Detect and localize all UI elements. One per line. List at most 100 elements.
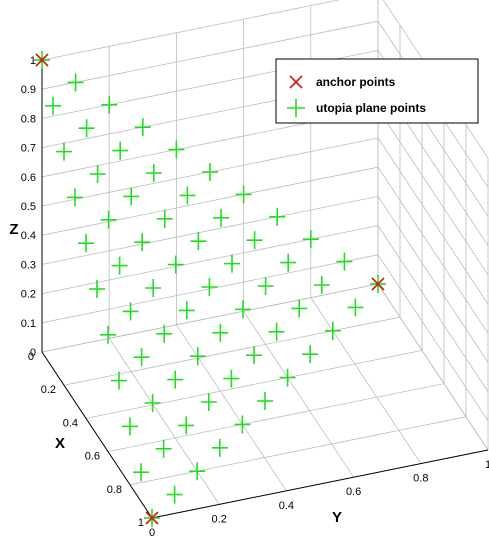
back-wall-grid-line [41,225,379,294]
side-wall-grid-line [377,196,489,363]
side-wall-grid-line [377,283,489,451]
legend-anchor-label: anchor points [316,75,396,89]
legend-box [275,58,479,124]
z-tick-label: 1 [30,55,36,67]
x-tick-label: 0 [28,351,34,363]
utopia-point [167,255,184,274]
back-wall-grid-line [41,196,379,265]
utopia-point [213,208,229,227]
utopia-point [313,276,330,294]
utopia-point [100,325,116,344]
utopia-point [178,301,195,320]
z-tick-label: 0.4 [21,230,36,242]
utopia-point [280,253,297,272]
utopia-point [78,234,94,253]
y-tick-label: 0 [149,527,155,539]
x-tick-label: 0.2 [41,384,56,396]
utopia-point [144,394,161,412]
x-tick-label: 1 [138,517,144,529]
utopia-point [122,302,139,321]
chart-legend: anchor points utopia plane points [275,58,479,124]
back-wall-grid-line [41,283,379,353]
utopia-point [200,393,217,411]
z-tick-label: 0.3 [21,259,36,271]
utopia-point [201,278,218,296]
utopia-point [101,95,118,114]
z-tick-label: 0.2 [21,289,36,301]
x-axis-label: X [55,435,65,452]
utopia-point [67,188,83,207]
utopia-point [89,165,106,183]
utopia-point [246,346,262,365]
y-tick-label: 0.6 [346,486,361,498]
utopia-point [190,232,207,251]
anchor-point [371,277,385,291]
utopia-point [145,279,162,297]
y-axis-line [151,449,489,519]
utopia-point [155,439,172,458]
back-wall-grid-line [41,0,341,61]
utopia-point [111,256,128,275]
chart-grid [41,0,489,519]
z-tick-label: 0.8 [21,113,36,125]
utopia-point [123,187,140,206]
utopia-point [234,415,251,434]
utopia-point [168,140,185,159]
utopia-point [257,392,273,410]
utopia-point [166,485,183,504]
utopia-point [111,371,127,390]
utopia-point [179,186,196,205]
utopia-point [246,231,263,250]
utopia-point [134,118,151,137]
chart-axis-labels: X Y Z [9,221,342,526]
z-tick-label: 0.7 [21,143,36,155]
floor-grid-line [85,350,423,419]
utopia-point [279,368,296,387]
utopia-point [156,324,173,343]
utopia-point [45,96,61,115]
y-tick-label: 1 [485,459,489,471]
utopia-point [324,321,341,340]
chart-tick-labels: 00.20.40.60.8100.20.40.60.8100.10.20.30.… [21,55,489,539]
utopia-point [133,463,149,482]
utopia-point [302,345,319,364]
z-tick-label: 0.5 [21,201,36,213]
utopia-point [302,230,319,249]
utopia-point [78,119,95,138]
floor-grid-line [108,338,220,505]
side-wall-grid-line [377,254,489,422]
floor-grid-line [176,324,287,492]
floor-grid-line [63,316,401,386]
utopia-point [156,209,173,228]
y-tick-label: 0.4 [279,500,294,512]
anchor-point [35,53,49,67]
utopia-point [189,347,206,366]
utopia-point [291,299,308,318]
utopia-point [167,370,184,389]
z-tick-label: 0.9 [21,84,36,96]
utopia-point [67,73,84,92]
side-wall-grid-line [377,108,489,276]
floor-grid-line [243,310,354,478]
utopia-point [134,233,151,252]
floor-grid-line [107,383,445,452]
z-tick-label: 0.6 [21,172,36,184]
utopia-point [268,322,285,341]
utopia-point [269,207,286,226]
z-axis-label: Z [9,221,18,238]
floor-grid-line [129,416,467,486]
legend-utopia-marker [287,99,305,117]
legend-utopia-label: utopia plane points [316,101,426,115]
utopia-point [235,300,251,319]
side-wall-grid-line [377,225,489,392]
z-tick-label: 0.1 [21,318,36,330]
utopia-point [212,323,229,342]
utopia-point [211,438,228,457]
utopia-point [189,462,206,481]
anchor-point [145,511,159,525]
utopia-point [257,277,274,295]
x-tick-label: 0.4 [63,417,78,429]
utopia-point [202,163,218,181]
side-wall-grid-line [377,166,489,334]
